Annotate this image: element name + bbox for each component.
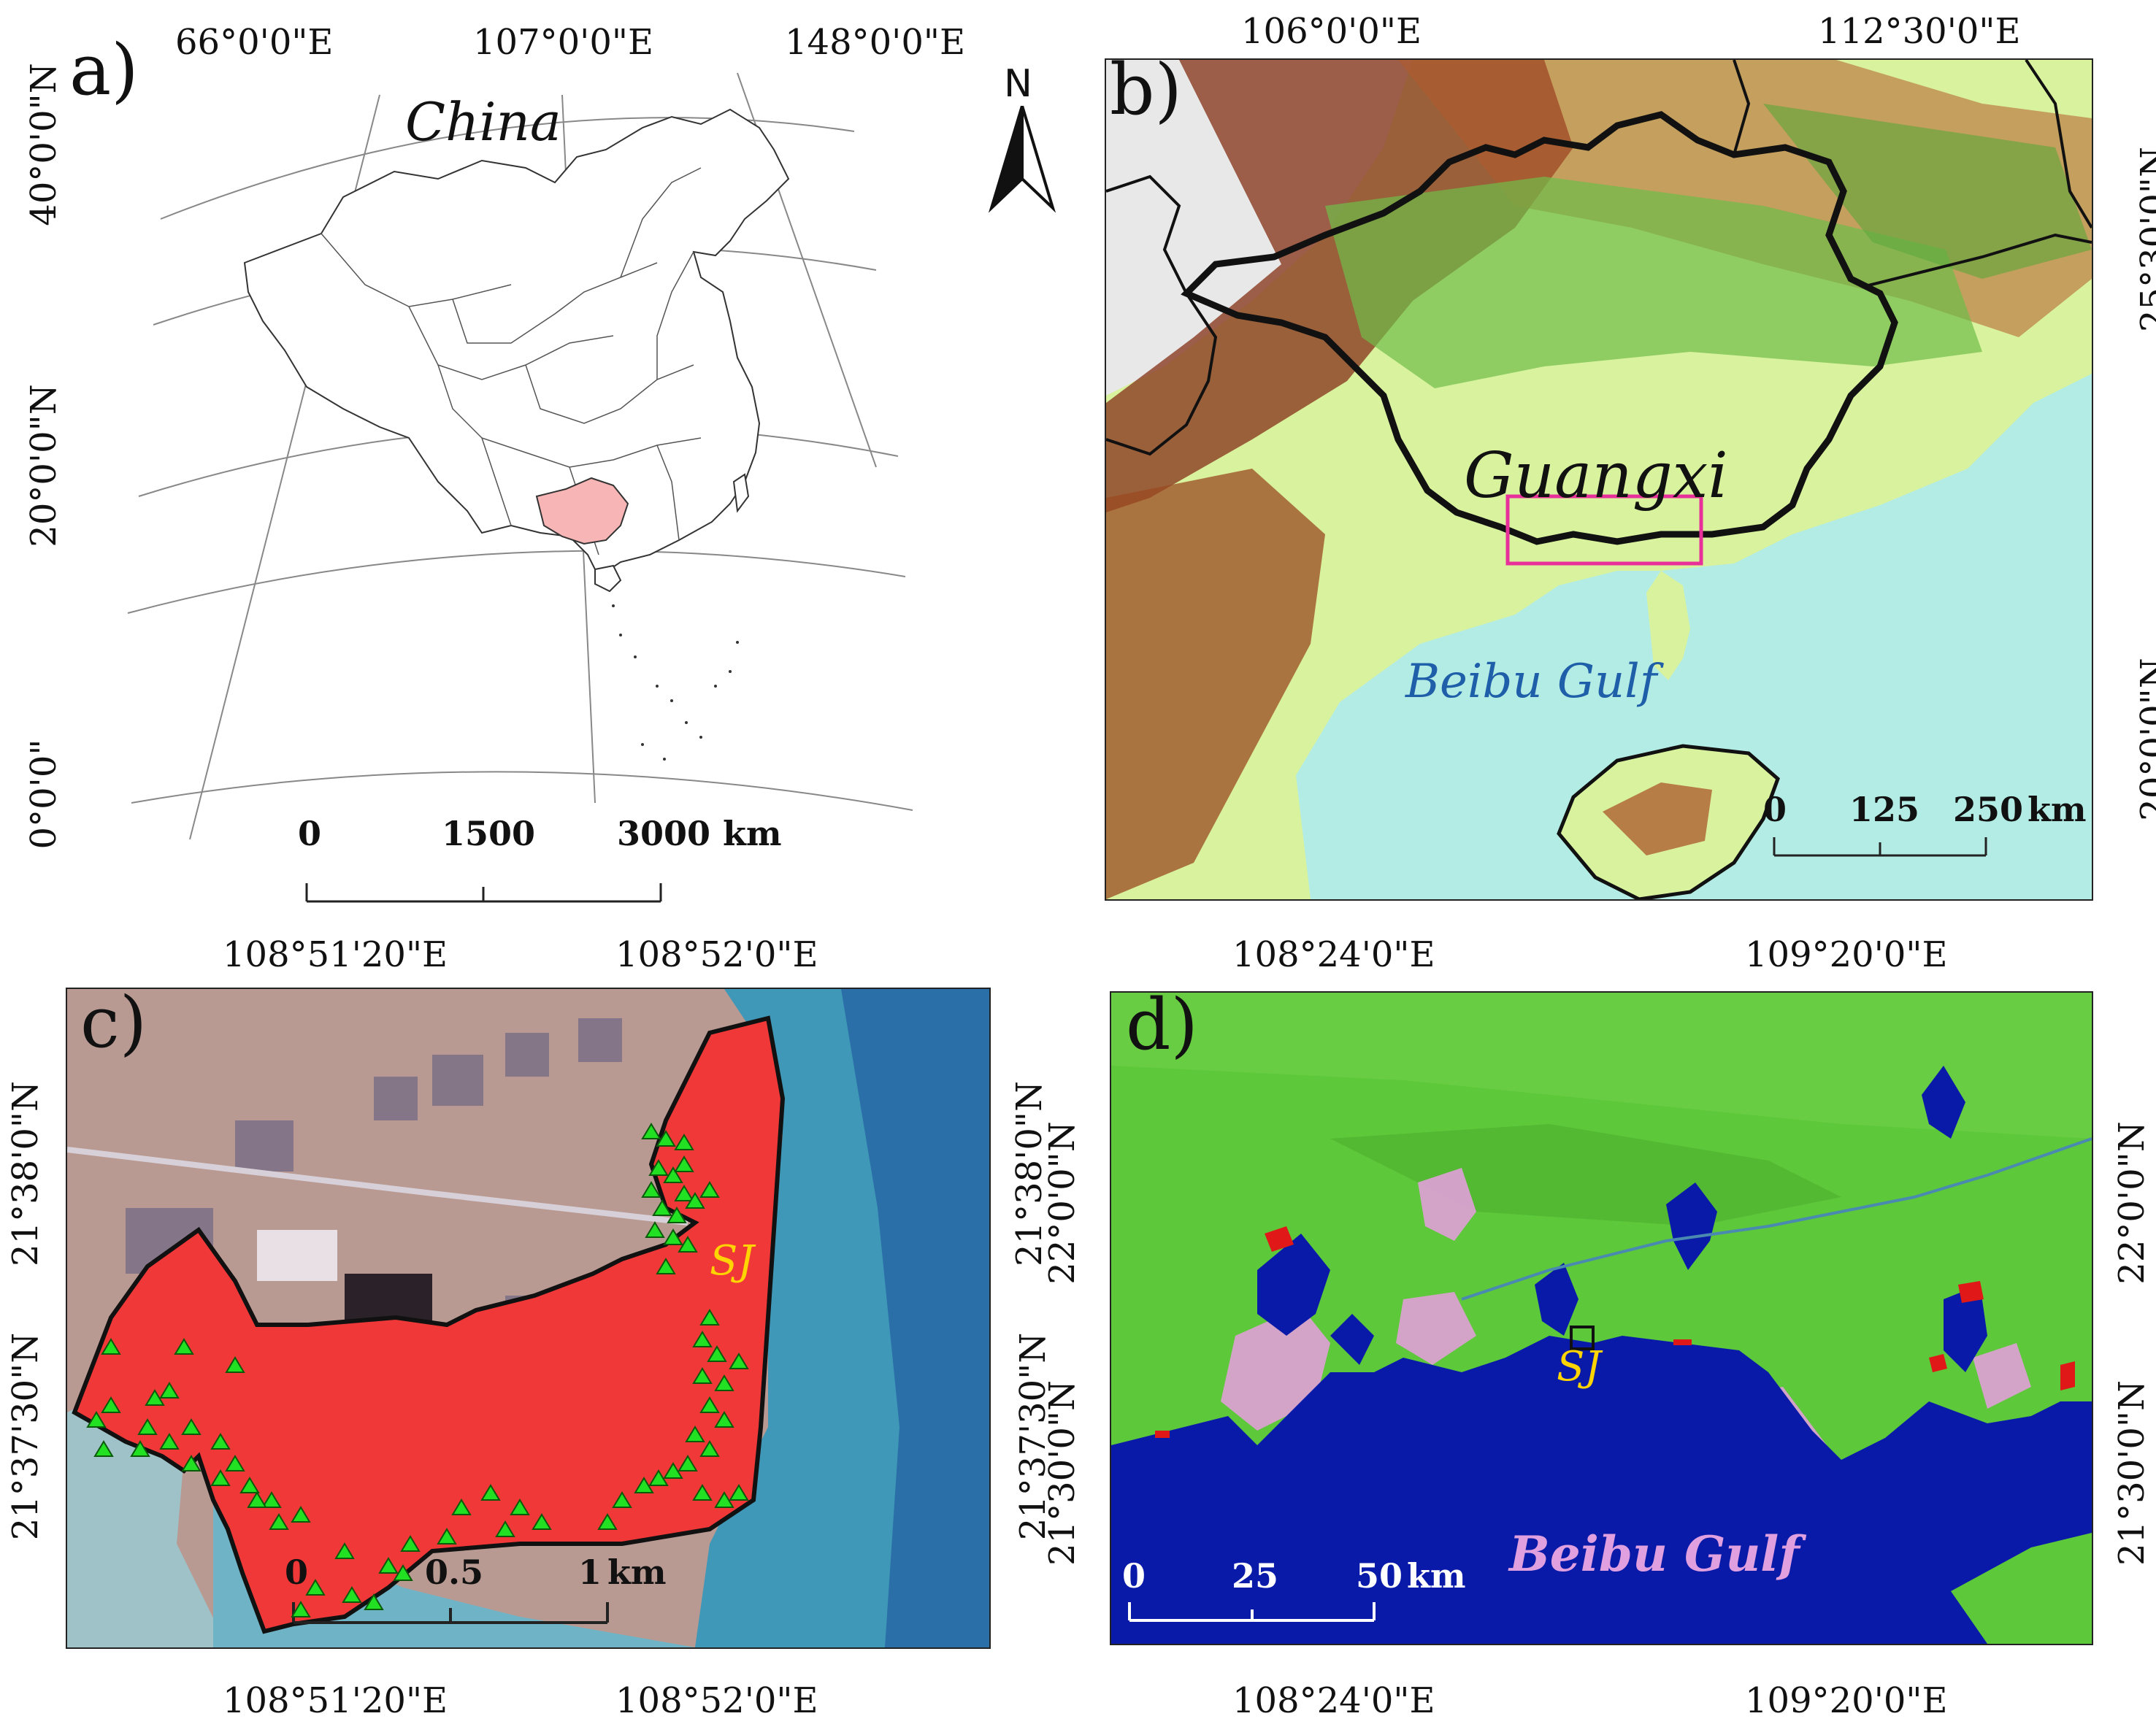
beibu-gulf-label-d: Beibu Gulf xyxy=(1509,1526,1800,1582)
panel-c-left-coord-1: 21°38'0"N xyxy=(5,1081,46,1266)
panel-a-scale-unit: km xyxy=(723,814,782,853)
panel-b-scale-unit: km xyxy=(2028,790,2087,829)
panel-d-scale-50: 50 xyxy=(1356,1556,1403,1596)
panel-c-bottom-coord-2: 108°52'0"E xyxy=(615,1680,818,1721)
panel-c-top-coord-1: 108°51'20"E xyxy=(223,934,448,975)
beibu-gulf-sea xyxy=(1296,374,2092,899)
panel-c-site-label: SJ xyxy=(710,1237,754,1285)
panel-a-scale-3000: 3000 xyxy=(617,814,711,853)
panel-b-top-coord-2: 112°30'0"E xyxy=(1818,11,2021,52)
panel-a-map xyxy=(127,72,913,903)
panel-b-scale-125: 125 xyxy=(1849,790,1920,829)
panel-c-scale-1: 1 xyxy=(578,1553,602,1592)
panel-d-left-coord-1: 22°0'0"N xyxy=(1042,1121,1083,1285)
study-area-box xyxy=(1505,494,1703,566)
panel-d-map: d) SJ Beibu Gulf 0 25 50 km xyxy=(1110,991,2093,1645)
guangxi-highlight xyxy=(535,477,629,545)
panel-b-right-coord-2: 20°0'0"N xyxy=(2133,658,2156,821)
panel-c-map: c) SJ 0 0.5 1 km xyxy=(66,988,991,1649)
china-outline xyxy=(243,108,790,578)
panel-d-scale-25: 25 xyxy=(1232,1556,1279,1596)
panel-a-scale-1500: 1500 xyxy=(442,814,536,853)
panel-a-china-label: China xyxy=(405,91,561,153)
panel-b-right-coord-1: 25°30'0"N xyxy=(2133,147,2156,332)
panel-c-scale-0: 0 xyxy=(285,1553,309,1592)
panel-d-right-coord-2: 21°30'0"N xyxy=(2111,1380,2152,1566)
panel-a-top-coord-1: 66°0'0"E xyxy=(175,22,334,63)
guangxi-label: Guangxi xyxy=(1464,439,1728,512)
north-arrow-icon xyxy=(988,106,1056,213)
north-arrow-label: N xyxy=(1004,62,1032,106)
panel-c-scale-unit: km xyxy=(607,1553,667,1592)
panel-b-map: b) Guangxi Beibu Gulf 0 125 250 km xyxy=(1105,58,2093,901)
panel-d-right-coord-1: 22°0'0"N xyxy=(2111,1121,2152,1285)
north-arrow: N xyxy=(986,62,1059,223)
panel-c-label: c) xyxy=(80,988,147,1063)
panel-d-left-coord-2: 21°30'0"N xyxy=(1042,1380,1083,1566)
panel-d-site-label: SJ xyxy=(1557,1343,1601,1390)
panel-d-top-coord-2: 109°20'0"E xyxy=(1745,934,1948,975)
panel-d-label: d) xyxy=(1126,991,1198,1066)
panel-d-bottom-coord-1: 108°24'0"E xyxy=(1232,1680,1435,1721)
panel-a-label: a) xyxy=(69,29,139,111)
panel-b-scale-250: 250 xyxy=(1953,790,2024,829)
panel-d-scale-0: 0 xyxy=(1122,1556,1146,1596)
sj-site-box xyxy=(1570,1326,1595,1350)
panel-d-scale-unit: km xyxy=(1407,1556,1466,1596)
panel-c-top-coord-2: 108°52'0"E xyxy=(615,934,818,975)
panel-c-scale-05: 0.5 xyxy=(425,1553,484,1592)
panel-d-bottom-coord-2: 109°20'0"E xyxy=(1745,1680,1948,1721)
panel-b-top-coord-1: 106°0'0"E xyxy=(1241,11,1422,52)
panel-b-scale-0: 0 xyxy=(1763,790,1787,829)
beibu-gulf-label-b: Beibu Gulf xyxy=(1405,655,1657,709)
sample-points xyxy=(86,1123,749,1617)
panel-a-top-coord-3: 148°0'0"E xyxy=(785,22,966,63)
panel-a-top-coord-2: 107°0'0"E xyxy=(473,22,654,63)
guangxi-boundary xyxy=(1181,111,1898,545)
panel-c-left-coord-2: 21°37'30"N xyxy=(5,1332,46,1541)
panel-c-bottom-coord-1: 108°51'20"E xyxy=(223,1680,448,1721)
beibu-gulf-sea-d xyxy=(1111,1336,2092,1644)
panel-b-label: b) xyxy=(1110,58,1182,131)
panel-d-top-coord-1: 108°24'0"E xyxy=(1232,934,1435,975)
panel-a-scale-0: 0 xyxy=(298,814,322,853)
